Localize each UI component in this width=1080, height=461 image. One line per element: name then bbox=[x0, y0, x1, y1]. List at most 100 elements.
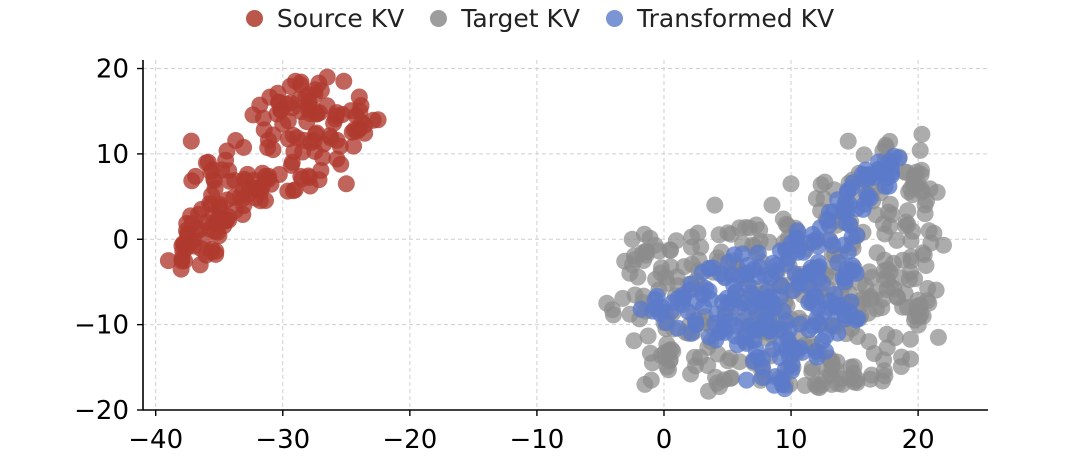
data-point bbox=[745, 332, 763, 350]
data-point bbox=[823, 375, 841, 393]
data-point bbox=[369, 111, 387, 129]
data-point bbox=[829, 191, 847, 209]
data-point bbox=[699, 357, 717, 374]
data-point bbox=[860, 263, 878, 281]
x-tick-label: 10 bbox=[774, 425, 807, 455]
data-point bbox=[721, 369, 739, 387]
data-point bbox=[270, 93, 288, 111]
data-point bbox=[913, 125, 931, 143]
data-point bbox=[217, 151, 235, 169]
legend-marker-transformed bbox=[606, 9, 624, 27]
data-point bbox=[777, 241, 795, 259]
data-point bbox=[235, 181, 252, 199]
data-point bbox=[187, 167, 205, 185]
data-point bbox=[876, 177, 894, 195]
data-point bbox=[804, 226, 822, 243]
data-point bbox=[683, 228, 701, 246]
data-point bbox=[734, 313, 752, 331]
data-point bbox=[632, 300, 650, 318]
legend-label-target: Target KV bbox=[461, 3, 581, 33]
data-point bbox=[897, 213, 915, 231]
data-point bbox=[314, 149, 332, 167]
data-point bbox=[652, 259, 670, 277]
data-point bbox=[928, 183, 946, 201]
data-point bbox=[351, 102, 369, 120]
data-point bbox=[350, 119, 368, 137]
data-point bbox=[687, 316, 705, 334]
data-point bbox=[819, 211, 837, 229]
data-point bbox=[809, 253, 827, 271]
data-point bbox=[841, 216, 859, 234]
data-point bbox=[244, 106, 262, 124]
data-point bbox=[829, 324, 847, 342]
data-point bbox=[641, 344, 659, 362]
data-point bbox=[834, 269, 852, 287]
x-tick-label: 0 bbox=[656, 425, 673, 455]
data-point bbox=[639, 327, 657, 345]
data-point bbox=[848, 371, 866, 389]
legend-label-source: Source KV bbox=[276, 3, 405, 33]
x-tick-label: −20 bbox=[382, 425, 437, 455]
y-tick-label: 10 bbox=[96, 140, 129, 170]
legend-label-transformed: Transformed KV bbox=[637, 3, 835, 33]
data-point bbox=[294, 143, 311, 161]
legend-item-transformed: Transformed KV bbox=[606, 4, 834, 33]
data-point bbox=[350, 88, 368, 106]
data-point bbox=[893, 348, 911, 366]
data-point bbox=[708, 305, 726, 323]
data-point bbox=[916, 196, 934, 214]
y-tick-label: −10 bbox=[74, 311, 129, 341]
data-point bbox=[780, 321, 798, 339]
data-point bbox=[845, 358, 863, 376]
data-point bbox=[283, 153, 301, 171]
data-point bbox=[859, 189, 876, 207]
legend-item-target: Target KV bbox=[430, 4, 580, 33]
data-point bbox=[918, 292, 936, 310]
data-point bbox=[642, 371, 660, 389]
data-point bbox=[768, 256, 786, 274]
data-point bbox=[657, 314, 675, 332]
data-point bbox=[284, 126, 302, 144]
data-point bbox=[257, 167, 274, 185]
data-point bbox=[306, 81, 324, 99]
data-point bbox=[202, 243, 220, 261]
data-point bbox=[756, 312, 774, 330]
data-point bbox=[715, 320, 733, 337]
data-point bbox=[310, 171, 328, 189]
data-point bbox=[634, 244, 652, 262]
data-point bbox=[723, 266, 741, 284]
data-point bbox=[706, 196, 724, 214]
data-point bbox=[687, 357, 704, 375]
data-point bbox=[839, 132, 857, 150]
data-point bbox=[809, 269, 827, 287]
data-point bbox=[598, 294, 616, 312]
data-point bbox=[826, 285, 844, 303]
data-point bbox=[842, 293, 860, 311]
series-transformed-kv bbox=[632, 147, 908, 398]
data-point bbox=[876, 251, 894, 269]
data-point bbox=[675, 258, 693, 276]
data-point bbox=[874, 372, 891, 390]
data-point bbox=[807, 310, 825, 328]
data-point bbox=[215, 217, 233, 235]
data-point bbox=[641, 229, 659, 247]
data-point bbox=[658, 358, 676, 376]
y-tick-label: 0 bbox=[112, 225, 129, 255]
x-tick-label: −40 bbox=[128, 425, 183, 455]
data-point bbox=[259, 139, 277, 157]
data-point bbox=[725, 246, 743, 264]
data-point bbox=[235, 138, 253, 156]
data-point bbox=[623, 230, 641, 248]
data-point bbox=[742, 284, 760, 302]
data-point bbox=[182, 132, 200, 150]
data-point bbox=[890, 149, 908, 167]
data-point bbox=[783, 339, 801, 357]
data-point bbox=[827, 299, 845, 317]
data-point bbox=[901, 330, 919, 348]
data-point bbox=[700, 382, 717, 400]
x-tick-label: 20 bbox=[902, 425, 935, 455]
data-point bbox=[917, 257, 935, 274]
legend-marker-target bbox=[430, 9, 448, 27]
data-point bbox=[700, 259, 718, 277]
data-point bbox=[883, 206, 901, 223]
